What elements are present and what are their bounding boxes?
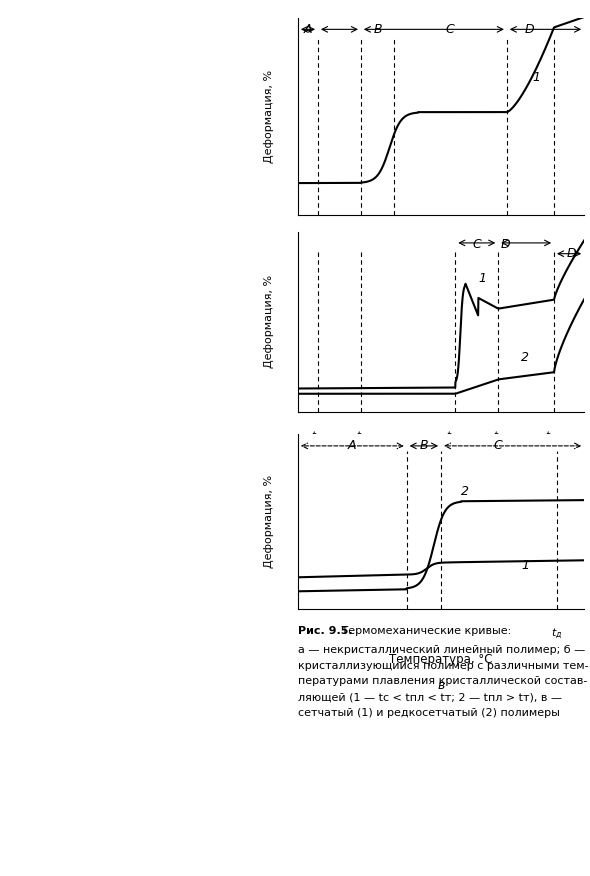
- Text: C: C: [473, 237, 481, 251]
- Text: $t_{хр}$: $t_{хр}$: [310, 235, 326, 251]
- Text: пературами плавления кристаллической состав-: пературами плавления кристаллической сос…: [298, 676, 587, 686]
- Text: $t_д$: $t_д$: [551, 626, 562, 641]
- Text: $t_{хр}$: $t_{хр}$: [311, 430, 325, 444]
- Text: B: B: [373, 24, 382, 37]
- Text: 1: 1: [521, 559, 529, 571]
- Text: 2: 2: [521, 351, 529, 364]
- Text: Рис. 9.5.: Рис. 9.5.: [298, 626, 353, 636]
- Text: Деформация, %: Деформация, %: [264, 275, 274, 369]
- Text: B: B: [419, 439, 428, 452]
- Text: $t_{пл_1}$: $t_{пл_1}$: [446, 430, 464, 445]
- Text: Температура, °С: Температура, °С: [389, 456, 493, 470]
- Text: $t_{вэ}$: $t_{вэ}$: [386, 235, 401, 248]
- Text: сетчатый (1) и редкосетчатый (2) полимеры: сетчатый (1) и редкосетчатый (2) полимер…: [298, 708, 560, 717]
- Text: а — некристаллический линейный полимер; б —: а — некристаллический линейный полимер; …: [298, 645, 585, 654]
- Text: Температура, °С: Температура, °С: [389, 653, 493, 666]
- Text: б: б: [437, 487, 445, 500]
- Text: D: D: [525, 24, 535, 37]
- Text: 1: 1: [533, 71, 540, 83]
- Text: 1: 1: [478, 272, 486, 286]
- Text: ляющей (1 — tс < tпл < tт; 2 — tпл > tт), в —: ляющей (1 — tс < tпл < tт; 2 — tпл > tт)…: [298, 692, 562, 702]
- Text: D: D: [500, 237, 510, 251]
- Text: A: A: [304, 24, 312, 37]
- Text: D: D: [566, 247, 576, 260]
- Text: $t_{пл}$: $t_{пл}$: [546, 235, 562, 248]
- Text: Температура, °С: Температура, °С: [389, 264, 493, 277]
- Text: $t_c$: $t_c$: [356, 235, 366, 248]
- Text: C: C: [445, 24, 454, 37]
- Text: $t_c$: $t_c$: [356, 430, 366, 443]
- Text: в: в: [437, 679, 445, 692]
- Text: Деформация, %: Деформация, %: [264, 69, 274, 163]
- Text: $t_{пл_2}$: $t_{пл_2}$: [545, 430, 563, 445]
- Text: а: а: [437, 298, 445, 310]
- Text: C: C: [494, 439, 503, 452]
- Text: A: A: [348, 439, 356, 452]
- Text: кристаллизующийся полимер с различными тем-: кристаллизующийся полимер с различными т…: [298, 661, 589, 670]
- Text: $t_т$: $t_т$: [493, 430, 503, 443]
- Text: Деформация, %: Деформация, %: [264, 475, 274, 568]
- Text: $t_т$: $t_т$: [502, 235, 512, 248]
- Text: 2: 2: [461, 485, 469, 498]
- Text: Термомеханические кривые:: Термомеханические кривые:: [338, 626, 512, 636]
